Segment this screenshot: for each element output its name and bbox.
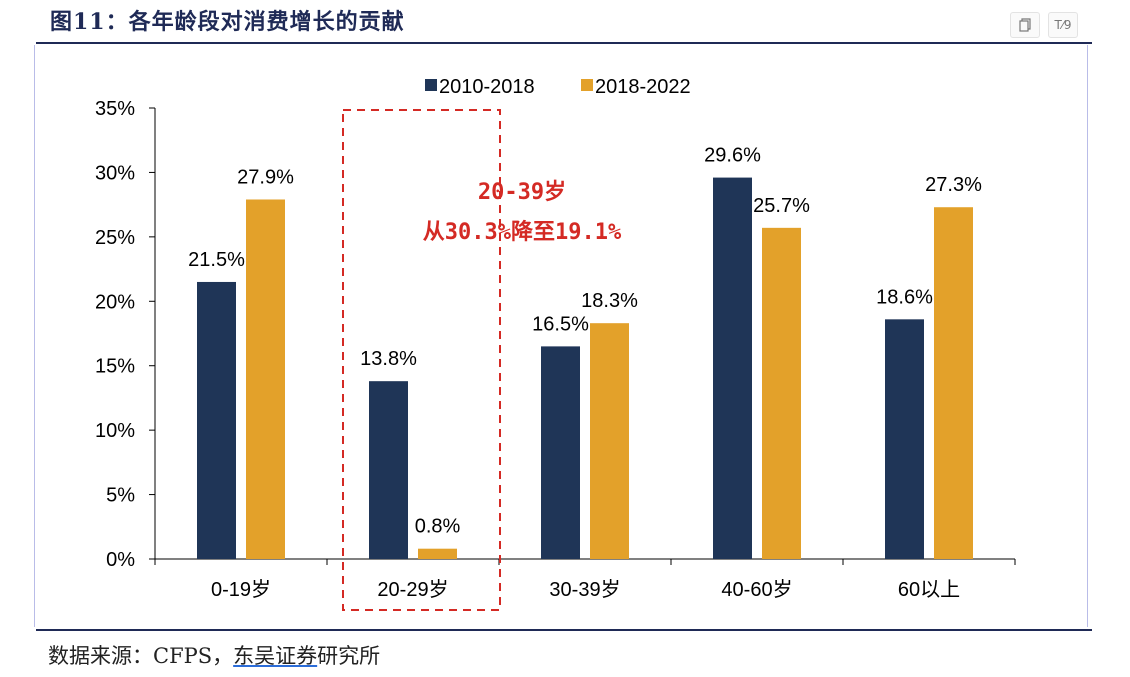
- data-label: 0.8%: [415, 516, 461, 538]
- highlight-box: [342, 109, 501, 611]
- annotation-line1: 20-39岁: [478, 179, 566, 205]
- y-tick-label: 10%: [95, 420, 135, 442]
- image-toolbar: T⁄9: [1010, 12, 1078, 38]
- data-label: 27.9%: [237, 166, 294, 188]
- source-suffix: 研究所: [317, 644, 381, 668]
- x-tick-label: 60以上: [898, 578, 960, 601]
- y-tick-label: 25%: [95, 227, 135, 249]
- y-tick-label: 20%: [95, 291, 135, 313]
- bar-2010-2018: [541, 346, 580, 559]
- bar-2018-2022: [934, 207, 973, 559]
- figure-title: 图11：各年龄段对消费增长的贡献: [50, 9, 405, 35]
- x-tick-label: 40-60岁: [721, 578, 792, 601]
- data-label: 13.8%: [360, 348, 417, 370]
- data-label: 18.3%: [581, 290, 638, 312]
- y-tick-label: 5%: [106, 485, 135, 507]
- legend-label: 2018-2022: [595, 76, 691, 98]
- chart-frame: [34, 45, 1088, 627]
- bar-2010-2018: [713, 177, 752, 559]
- legend-swatch: [425, 79, 437, 91]
- copy-icon[interactable]: [1010, 12, 1040, 38]
- legend-label: 2010-2018: [439, 76, 535, 98]
- bar-2018-2022: [246, 199, 285, 559]
- y-tick-label: 30%: [95, 162, 135, 184]
- bar-2018-2022: [418, 548, 457, 559]
- annotation-line2: 从30.3%降至19.1%: [423, 220, 622, 245]
- y-tick-label: 35%: [95, 98, 135, 120]
- bottom-rule: [36, 629, 1092, 631]
- source-link[interactable]: 东吴证券: [233, 644, 318, 668]
- y-tick-label: 0%: [106, 549, 135, 571]
- bar-2018-2022: [590, 323, 629, 559]
- y-tick-label: 15%: [95, 356, 135, 378]
- data-label: 29.6%: [704, 145, 761, 167]
- x-tick-label: 20-29岁: [377, 578, 448, 601]
- data-label: 18.6%: [876, 286, 933, 308]
- legend-swatch: [581, 79, 593, 91]
- data-label: 16.5%: [532, 313, 589, 335]
- top-rule: [36, 42, 1092, 44]
- data-label: 21.5%: [188, 249, 245, 271]
- x-tick-label: 30-39岁: [549, 578, 620, 601]
- text-recognize-icon[interactable]: T⁄9: [1048, 12, 1078, 38]
- x-tick-label: 0-19岁: [211, 578, 271, 601]
- bar-2010-2018: [885, 319, 924, 559]
- source-prefix: 数据来源：CFPS，: [48, 644, 234, 668]
- bar-2010-2018: [369, 381, 408, 559]
- data-label: 25.7%: [753, 195, 810, 217]
- data-label: 27.3%: [925, 174, 982, 196]
- bar-2010-2018: [197, 281, 236, 559]
- source-note: 数据来源：CFPS，东吴证券研究所: [48, 640, 380, 670]
- bar-2018-2022: [762, 227, 801, 559]
